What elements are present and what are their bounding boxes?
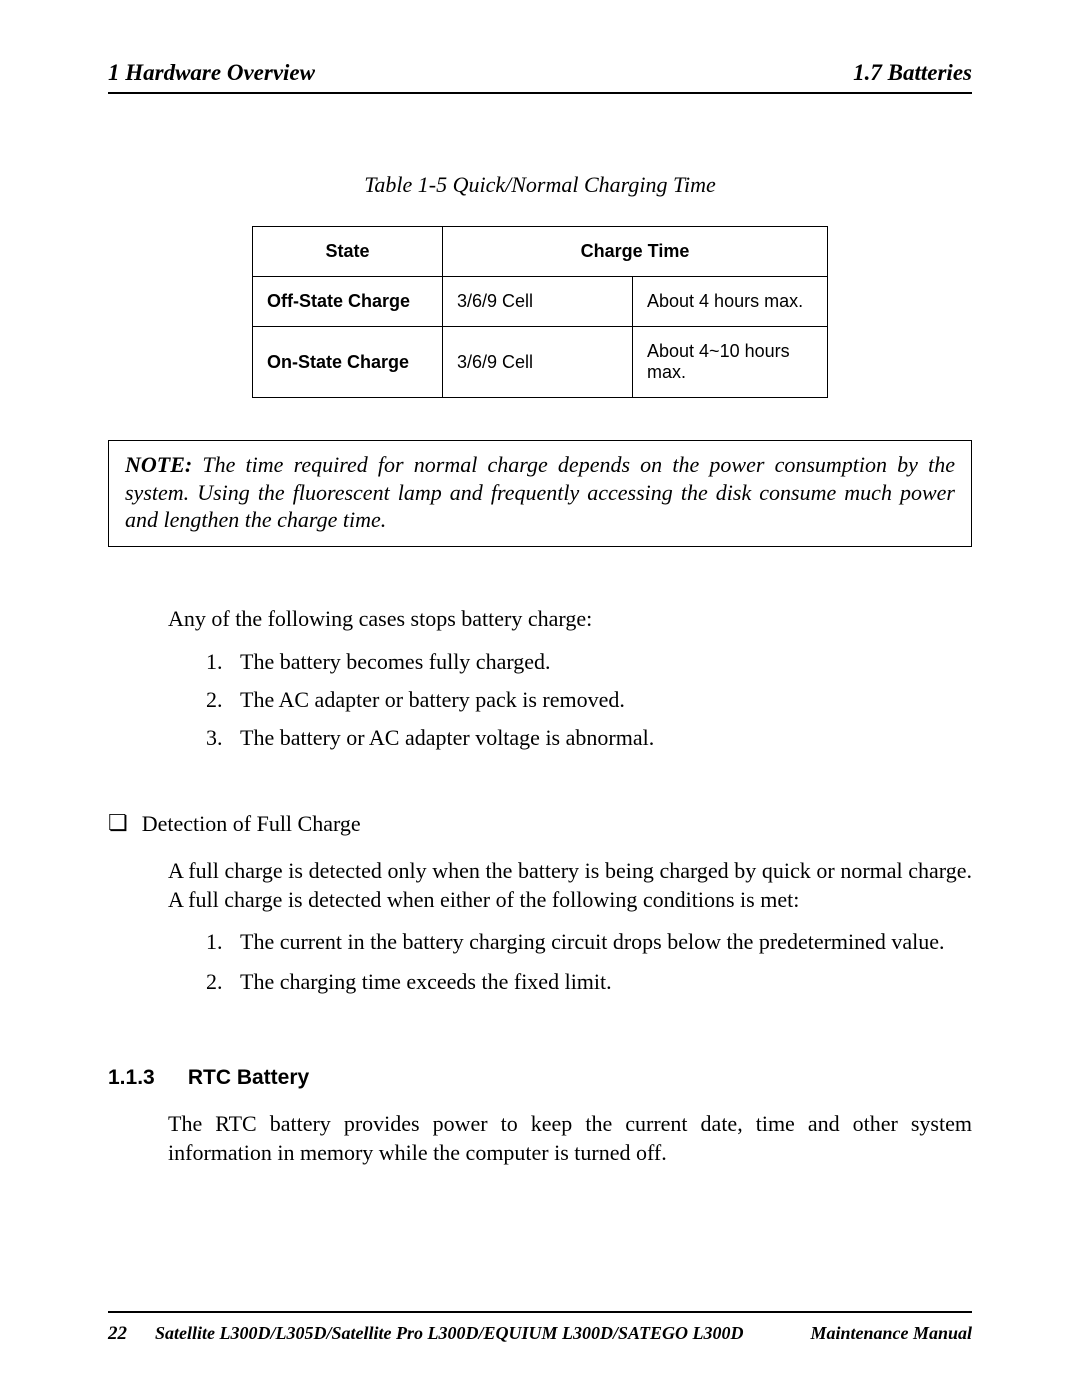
cell-type: 3/6/9 Cell (443, 277, 633, 327)
table-caption: Table 1-5 Quick/Normal Charging Time (108, 172, 972, 198)
list-item: The current in the battery charging circ… (228, 927, 972, 958)
note-box: NOTE: The time required for normal charg… (108, 440, 972, 547)
header-left: 1 Hardware Overview (108, 60, 315, 86)
detection-title: Detection of Full Charge (142, 811, 361, 837)
cell-state: On-State Charge (253, 327, 443, 398)
section-title: RTC Battery (188, 1066, 309, 1089)
list-item: The battery becomes fully charged. (228, 645, 972, 679)
detection-heading: ❏ Detection of Full Charge (108, 811, 972, 837)
detection-list: The current in the battery charging circ… (208, 927, 972, 999)
th-state: State (253, 227, 443, 277)
charging-time-table: State Charge Time Off-State Charge 3/6/9… (252, 226, 828, 398)
section-number: 1.1.3 (108, 1066, 182, 1090)
page-number: 22 (108, 1323, 127, 1345)
note-text: The time required for normal charge depe… (125, 452, 955, 532)
page-footer: 22 Satellite L300D/L305D/Satellite Pro L… (108, 1311, 972, 1345)
cell-type: 3/6/9 Cell (443, 327, 633, 398)
header-right: 1.7 Batteries (853, 60, 972, 86)
list-item: The AC adapter or battery pack is remove… (228, 683, 972, 717)
page-header: 1 Hardware Overview 1.7 Batteries (108, 60, 972, 94)
list-item: The battery or AC adapter voltage is abn… (228, 721, 972, 755)
footer-doc: Maintenance Manual (810, 1323, 972, 1344)
table-row: Off-State Charge 3/6/9 Cell About 4 hour… (253, 277, 828, 327)
detection-intro: A full charge is detected only when the … (168, 857, 972, 914)
th-charge-time: Charge Time (443, 227, 828, 277)
section-para: The RTC battery provides power to keep t… (168, 1110, 972, 1167)
table-row: On-State Charge 3/6/9 Cell About 4~10 ho… (253, 327, 828, 398)
footer-title: Satellite L300D/L305D/Satellite Pro L300… (155, 1323, 744, 1344)
note-label: NOTE: (125, 452, 192, 477)
section-heading: 1.1.3 RTC Battery (108, 1066, 972, 1090)
cell-time: About 4 hours max. (633, 277, 828, 327)
square-bullet-icon: ❏ (108, 811, 128, 835)
stops-list: The battery becomes fully charged. The A… (208, 645, 972, 755)
list-item: The charging time exceeds the fixed limi… (228, 967, 972, 998)
cell-time: About 4~10 hours max. (633, 327, 828, 398)
cell-state: Off-State Charge (253, 277, 443, 327)
stops-intro: Any of the following cases stops battery… (168, 605, 972, 634)
